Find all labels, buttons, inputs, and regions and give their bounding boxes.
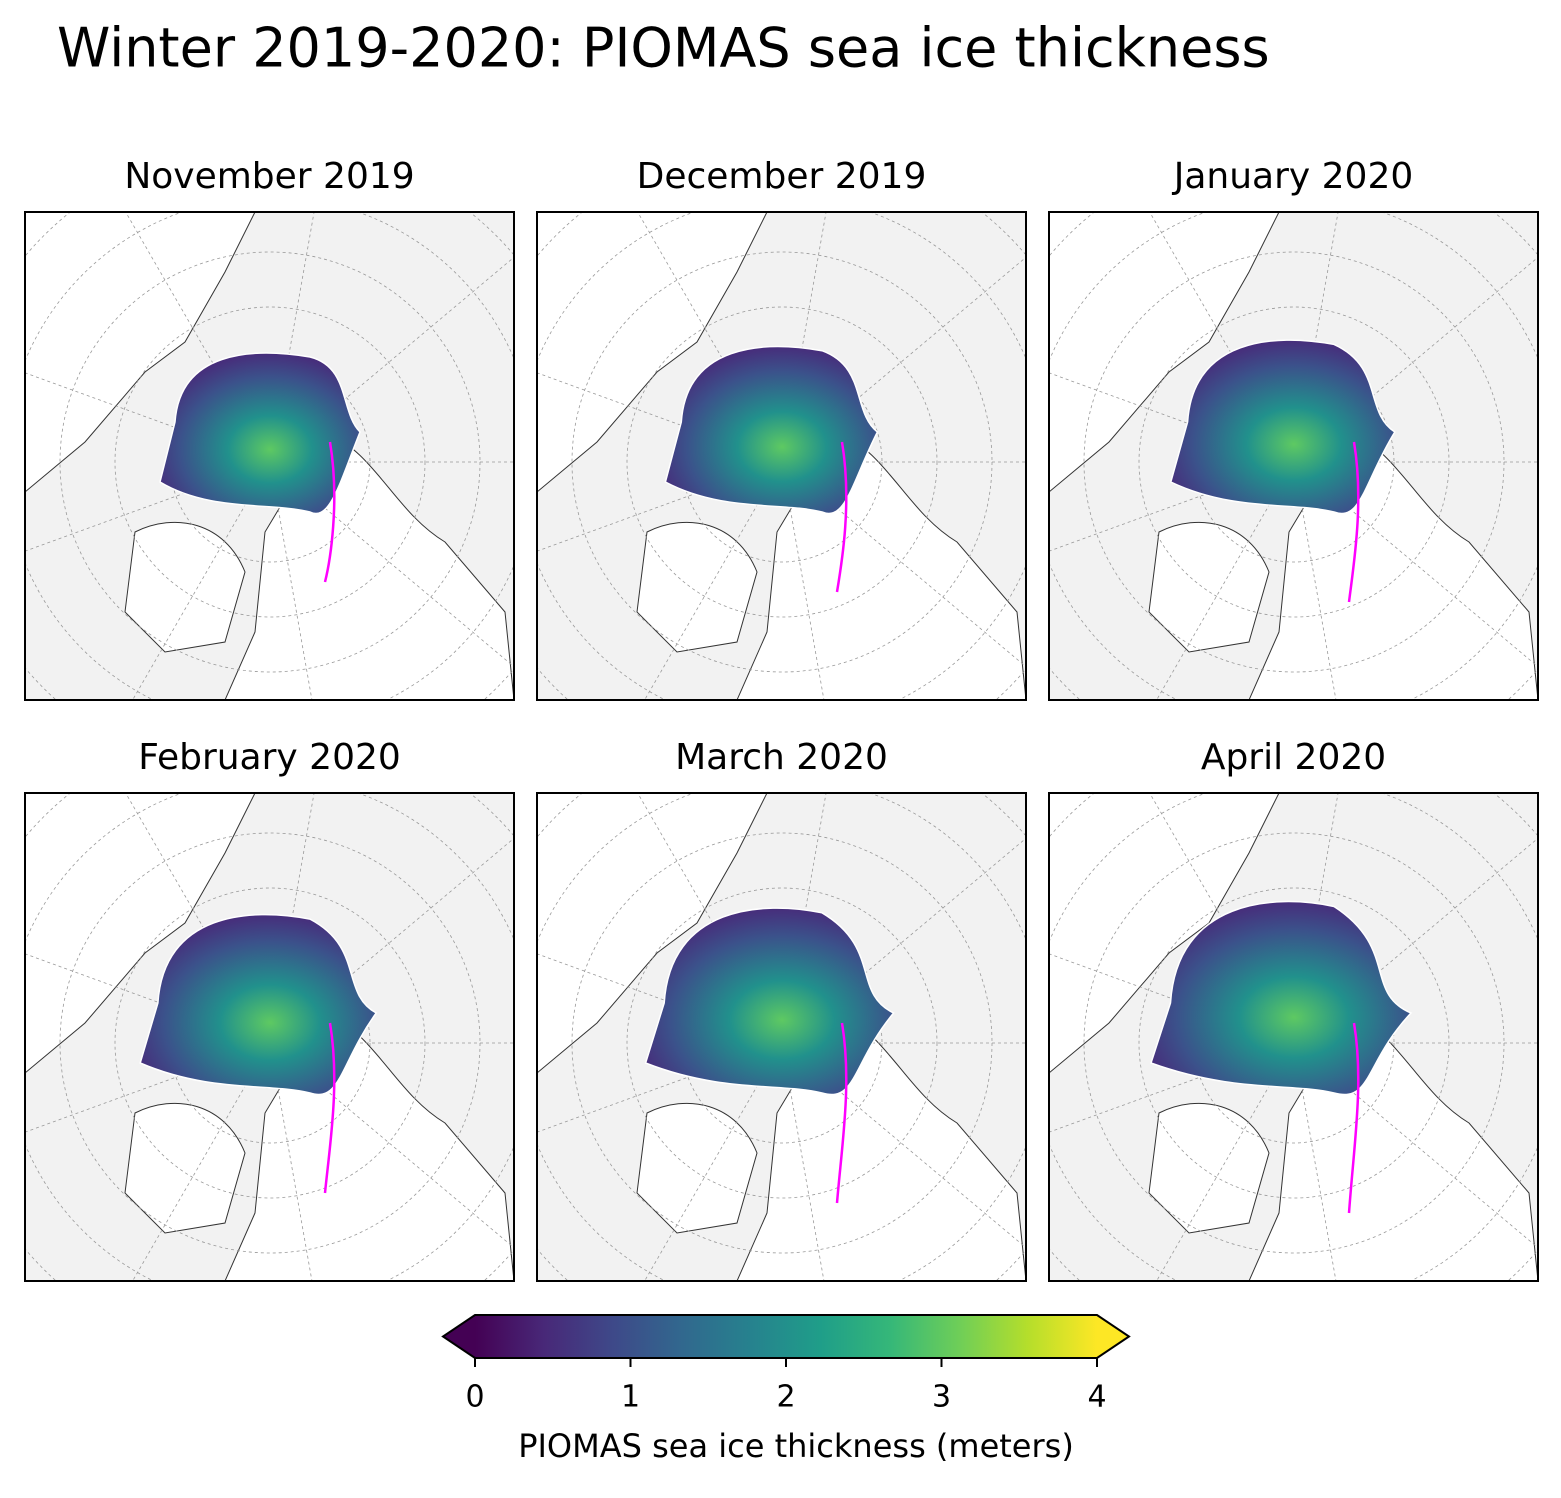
land [124,1102,246,1234]
land [537,793,768,1074]
panel-title: February 2020 [138,737,401,778]
map [1049,793,1538,1281]
sea-ice [159,352,361,515]
panel-frame [536,211,1027,701]
sea-ice [1169,339,1396,515]
land [1049,212,1280,493]
figure-title: Winter 2019-2020: PIOMAS sea ice thickne… [57,17,1270,80]
map [25,212,514,700]
graticule [114,306,426,618]
panel-frame [24,211,515,701]
colorbar-tick-label: 4 [1087,1380,1106,1415]
land [1049,793,1280,1074]
colorbar: 0 1 2 3 4 PIOMAS sea ice thickness (meters) [441,1314,1131,1465]
panel-frame [1048,792,1539,1282]
land [25,212,256,493]
land [1148,1102,1270,1234]
coast-ice-edge [323,441,336,583]
coast-ice-edge [1347,1022,1360,1214]
panel-title: April 2020 [1201,737,1386,778]
graticule [1138,306,1450,618]
sea-ice [1150,900,1413,1096]
panel-title: January 2020 [1172,156,1414,197]
panel-frame [24,792,515,1282]
panel-frame [1048,211,1539,701]
sea-ice [664,345,879,515]
colorbar-tick-label: 1 [621,1380,640,1415]
panel-title: March 2020 [675,737,888,778]
colorbar-label: PIOMAS sea ice thickness (meters) [518,1427,1074,1465]
graticule [626,887,938,1199]
map [537,212,1026,700]
colorbar-extend-max [1097,1315,1129,1358]
colorbar-tick-label: 0 [465,1380,484,1415]
graticule [1138,887,1450,1199]
colorbar-body [475,1315,1097,1358]
panel-frame [536,792,1027,1282]
land [636,1102,758,1234]
map [25,793,514,1281]
panel-title: December 2019 [637,156,927,197]
coast-ice-edge [323,1022,336,1194]
colorbar-tick-label: 3 [932,1380,951,1415]
coast-ice-edge [835,441,848,593]
land [1148,521,1270,653]
land [124,521,246,653]
sea-ice [139,913,378,1096]
coast-ice-edge [835,1022,848,1204]
land [537,212,768,493]
map [1049,212,1538,700]
sea-ice [644,907,895,1096]
colorbar-tick-label: 2 [776,1380,795,1415]
coast-ice-edge [1347,441,1360,603]
land [25,793,256,1074]
graticule [626,306,938,618]
graticule [114,887,426,1199]
land [636,521,758,653]
panel-title: November 2019 [124,156,414,197]
colorbar-extend-min [443,1315,475,1358]
map [537,793,1026,1281]
